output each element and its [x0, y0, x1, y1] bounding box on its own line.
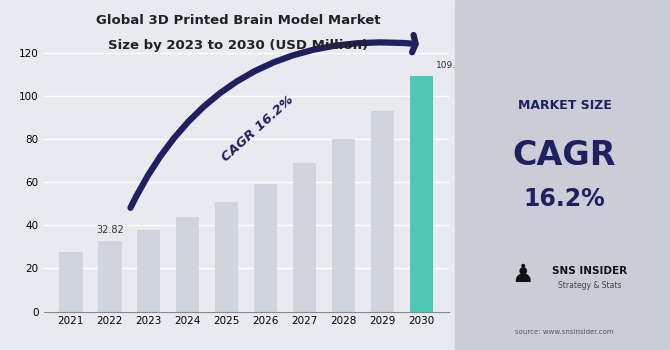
Text: SNS INSIDER: SNS INSIDER: [552, 266, 627, 276]
Text: ♟: ♟: [511, 263, 533, 287]
FancyBboxPatch shape: [455, 0, 670, 350]
Text: 109.11(MN): 109.11(MN): [436, 61, 490, 70]
Text: MARKET SIZE: MARKET SIZE: [517, 98, 612, 112]
Bar: [254, 184, 277, 312]
Text: CAGR: CAGR: [513, 139, 616, 172]
Bar: [410, 77, 433, 312]
Text: Size by 2023 to 2030 (USD Million): Size by 2023 to 2030 (USD Million): [108, 38, 368, 51]
Text: Global 3D Printed Brain Model Market: Global 3D Printed Brain Model Market: [96, 14, 380, 27]
Bar: [59, 252, 82, 312]
Bar: [98, 241, 121, 312]
Text: CAGR 16.2%: CAGR 16.2%: [220, 93, 296, 164]
Bar: [293, 163, 316, 312]
Bar: [176, 217, 200, 312]
Bar: [332, 139, 355, 312]
Text: Strategy & Stats: Strategy & Stats: [558, 281, 622, 290]
Text: 16.2%: 16.2%: [523, 188, 606, 211]
FancyArrowPatch shape: [131, 35, 415, 208]
Text: 32.82: 32.82: [96, 225, 124, 236]
Text: source: www.snsinsider.com: source: www.snsinsider.com: [515, 329, 614, 336]
Bar: [371, 111, 395, 312]
Bar: [137, 230, 161, 312]
Bar: [215, 202, 239, 312]
